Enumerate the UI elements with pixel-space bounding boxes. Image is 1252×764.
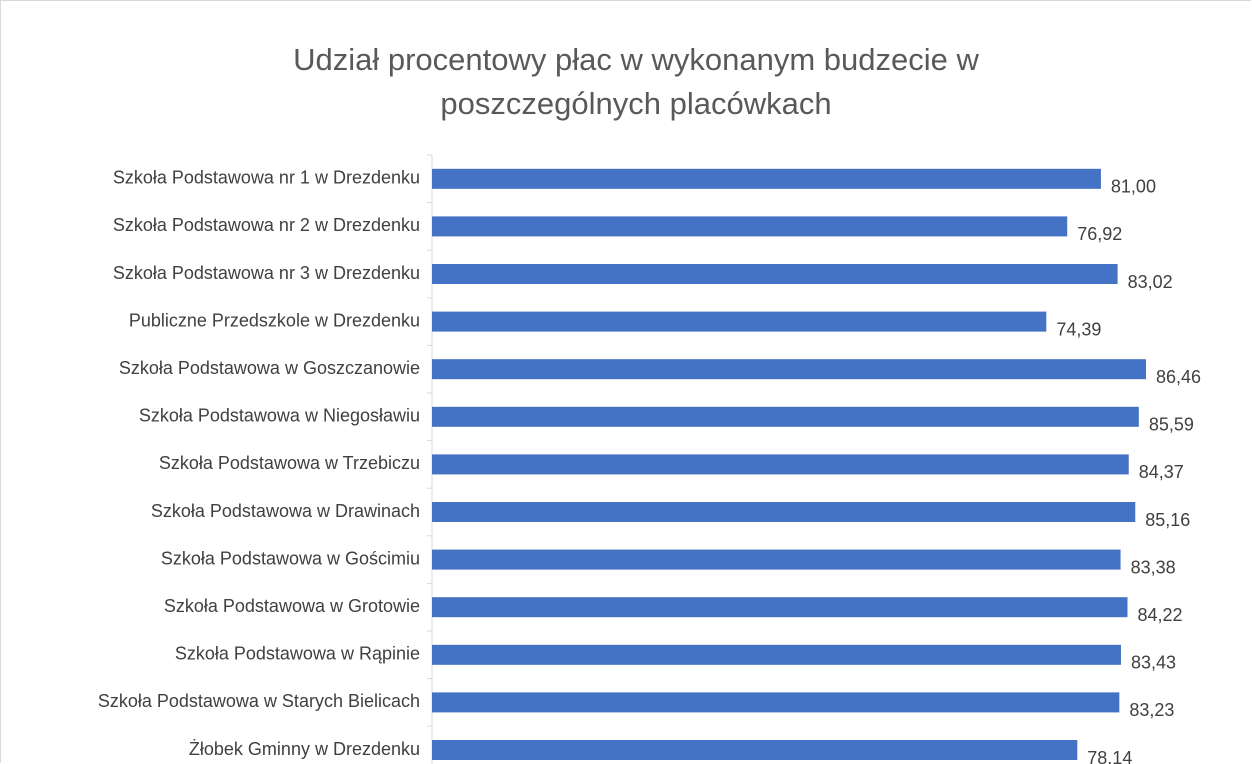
- value-label: 85,59: [1149, 415, 1194, 435]
- category-label: Szkoła Podstawowa w Trzebiczu: [159, 453, 420, 473]
- category-label: Szkoła Podstawowa nr 2 w Drezdenku: [113, 215, 420, 235]
- value-label: 74,39: [1056, 319, 1101, 339]
- category-label: Szkoła Podstawowa w Gościmiu: [161, 548, 420, 568]
- category-label: Szkoła Podstawowa nr 3 w Drezdenku: [113, 263, 420, 283]
- bar: [432, 168, 1101, 189]
- bar: [432, 644, 1121, 665]
- category-label: Szkoła Podstawowa w Niegosławiu: [139, 406, 420, 426]
- category-label: Szkoła Podstawowa nr 1 w Drezdenku: [113, 168, 420, 188]
- value-label: 76,92: [1077, 224, 1122, 244]
- bar: [432, 454, 1129, 475]
- bar: [432, 549, 1121, 570]
- value-label: 85,16: [1145, 510, 1190, 530]
- bar: [432, 311, 1047, 332]
- bar: [432, 216, 1068, 237]
- category-label: Szkoła Podstawowa w Starych Bielicach: [98, 691, 420, 711]
- value-label: 84,37: [1139, 462, 1184, 482]
- value-label: 81,00: [1111, 177, 1156, 197]
- chart-title: Udział procentowy płac w wykonanym budze…: [293, 42, 979, 121]
- bar: [432, 597, 1128, 618]
- category-label: Publiczne Przedszkole w Drezdenku: [129, 310, 420, 330]
- bar: [432, 264, 1118, 284]
- bar: [432, 359, 1146, 380]
- bar: [432, 502, 1136, 522]
- value-label: 78,14: [1087, 748, 1132, 764]
- category-label: Szkoła Podstawowa w Drawinach: [151, 501, 420, 521]
- value-label: 86,46: [1156, 367, 1201, 387]
- bar: [432, 406, 1139, 427]
- category-label: Szkoła Podstawowa w Grotowie: [164, 596, 420, 616]
- bar: [432, 692, 1120, 713]
- category-label: Żłobek Gminny w Drezdenku: [189, 739, 420, 759]
- value-label: 83,23: [1129, 700, 1174, 720]
- value-label: 84,22: [1138, 605, 1183, 625]
- category-label: Szkoła Podstawowa w Rąpinie: [175, 644, 420, 664]
- category-label: Szkoła Podstawowa w Goszczanowie: [119, 358, 420, 378]
- value-label: 83,02: [1128, 272, 1173, 292]
- value-label: 83,38: [1131, 557, 1176, 577]
- value-label: 83,43: [1131, 653, 1176, 673]
- bar: [432, 740, 1078, 760]
